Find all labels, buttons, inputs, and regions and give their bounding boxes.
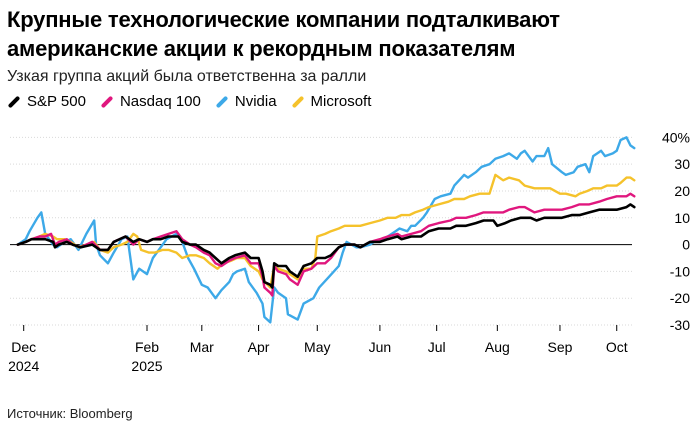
y-tick-label: -20 (670, 290, 690, 306)
x-tick-label: Dec (11, 339, 36, 355)
legend-swatch-nvidia (215, 95, 229, 108)
chart-legend: S&P 500 Nasdaq 100 Nvidia Microsoft (7, 93, 385, 110)
chart-subtitle: Узкая группа акций была ответственна за … (7, 68, 367, 85)
legend-label-nvidia: Nvidia (234, 93, 277, 110)
legend-item-microsoft: Microsoft (291, 93, 372, 110)
series-line-microsoft (16, 173, 636, 289)
x-tick-label: Jun (369, 339, 392, 355)
x-tick-label: Feb (135, 339, 159, 355)
x-tick-label: May (304, 339, 330, 355)
legend-item-nasdaq100: Nasdaq 100 (100, 93, 201, 110)
y-tick-label: -30 (670, 317, 690, 333)
legend-swatch-nasdaq100 (100, 95, 114, 108)
y-tick-label: 20 (674, 183, 690, 199)
x-tick-sublabel: 2024 (8, 358, 39, 374)
y-tick-label: 0 (682, 237, 690, 253)
legend-swatch-sp500 (7, 95, 21, 108)
x-tick-sublabel: 2025 (131, 358, 162, 374)
x-tick-label: Sep (548, 339, 573, 355)
x-tick-label: Apr (248, 339, 270, 355)
legend-item-nvidia: Nvidia (215, 93, 277, 110)
x-tick-label: Aug (485, 339, 510, 355)
legend-item-sp500: S&P 500 (7, 93, 86, 110)
chart-source: Источник: Bloomberg (7, 406, 133, 421)
legend-label-microsoft: Microsoft (310, 93, 372, 110)
x-tick-label: Mar (190, 339, 214, 355)
y-tick-label: -10 (670, 263, 690, 279)
series-line-sp500 (16, 203, 636, 289)
legend-label-nasdaq100: Nasdaq 100 (119, 93, 201, 110)
legend-label-sp500: S&P 500 (27, 93, 86, 110)
y-tick-label: 30 (674, 156, 690, 172)
chart-title: Крупные технологические компании подталк… (7, 7, 560, 61)
series-line-nvidia (16, 136, 636, 324)
line-chart: 40% 30 20 10 0 -10 -20 -30 Dec 2024 Feb 2025 Mar Apr M… (8, 129, 690, 374)
x-tick-label: Oct (606, 339, 628, 355)
y-tick-label: 10 (674, 210, 690, 226)
y-tick-label: 40% (662, 129, 690, 145)
x-tick-label: Jul (428, 339, 446, 355)
legend-swatch-microsoft (291, 95, 304, 108)
